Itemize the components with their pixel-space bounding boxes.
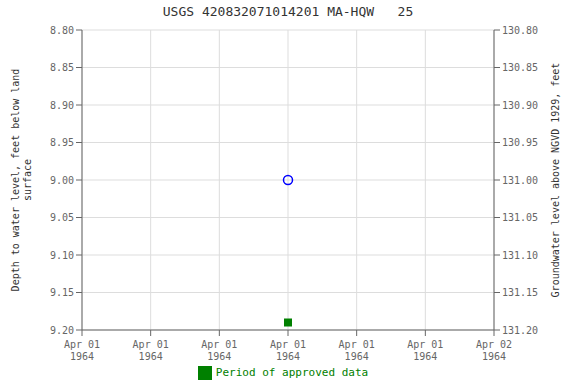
svg-text:9.15: 9.15 [50,287,74,298]
svg-text:Depth to water level, feet bel: Depth to water level, feet below landsur… [10,69,33,292]
svg-text:8.85: 8.85 [50,62,74,73]
svg-text:130.95: 130.95 [502,137,538,148]
html-text:Period of approved data: Period of approved data [215,366,369,379]
svg-text:8.95: 8.95 [50,137,74,148]
svg-text:8.90: 8.90 [50,100,74,111]
svg-text:Apr 011964: Apr 011964 [64,339,100,362]
svg-text:131.15: 131.15 [502,287,538,298]
svg-text:130.90: 130.90 [502,100,538,111]
svg-text:131.10: 131.10 [502,250,538,261]
svg-text:Apr 011964: Apr 011964 [201,339,237,362]
svg-text:Apr 011964: Apr 011964 [407,339,443,362]
html-text:USGS 420832071014201 MA-HQW 25: USGS 420832071014201 MA-HQW 25 [162,4,414,19]
svg-text:9.00: 9.00 [50,175,74,186]
svg-text:130.80: 130.80 [502,25,538,36]
svg-text:Apr 011964: Apr 011964 [270,339,306,362]
svg-text:Apr 011964: Apr 011964 [339,339,375,362]
svg-text:Apr 011964: Apr 011964 [133,339,169,362]
svg-text:Groundwater level above NGVD 1: Groundwater level above NGVD 1929, feet [550,63,561,298]
svg-text:131.05: 131.05 [502,212,538,223]
svg-text:131.00: 131.00 [502,175,538,186]
svg-text:131.20: 131.20 [502,325,538,336]
svg-text:8.80: 8.80 [50,25,74,36]
svg-text:9.10: 9.10 [50,250,74,261]
svg-text:Apr 021964: Apr 021964 [476,339,512,362]
svg-text:130.85: 130.85 [502,62,538,73]
svg-text:9.20: 9.20 [50,325,74,336]
svg-text:9.05: 9.05 [50,212,74,223]
